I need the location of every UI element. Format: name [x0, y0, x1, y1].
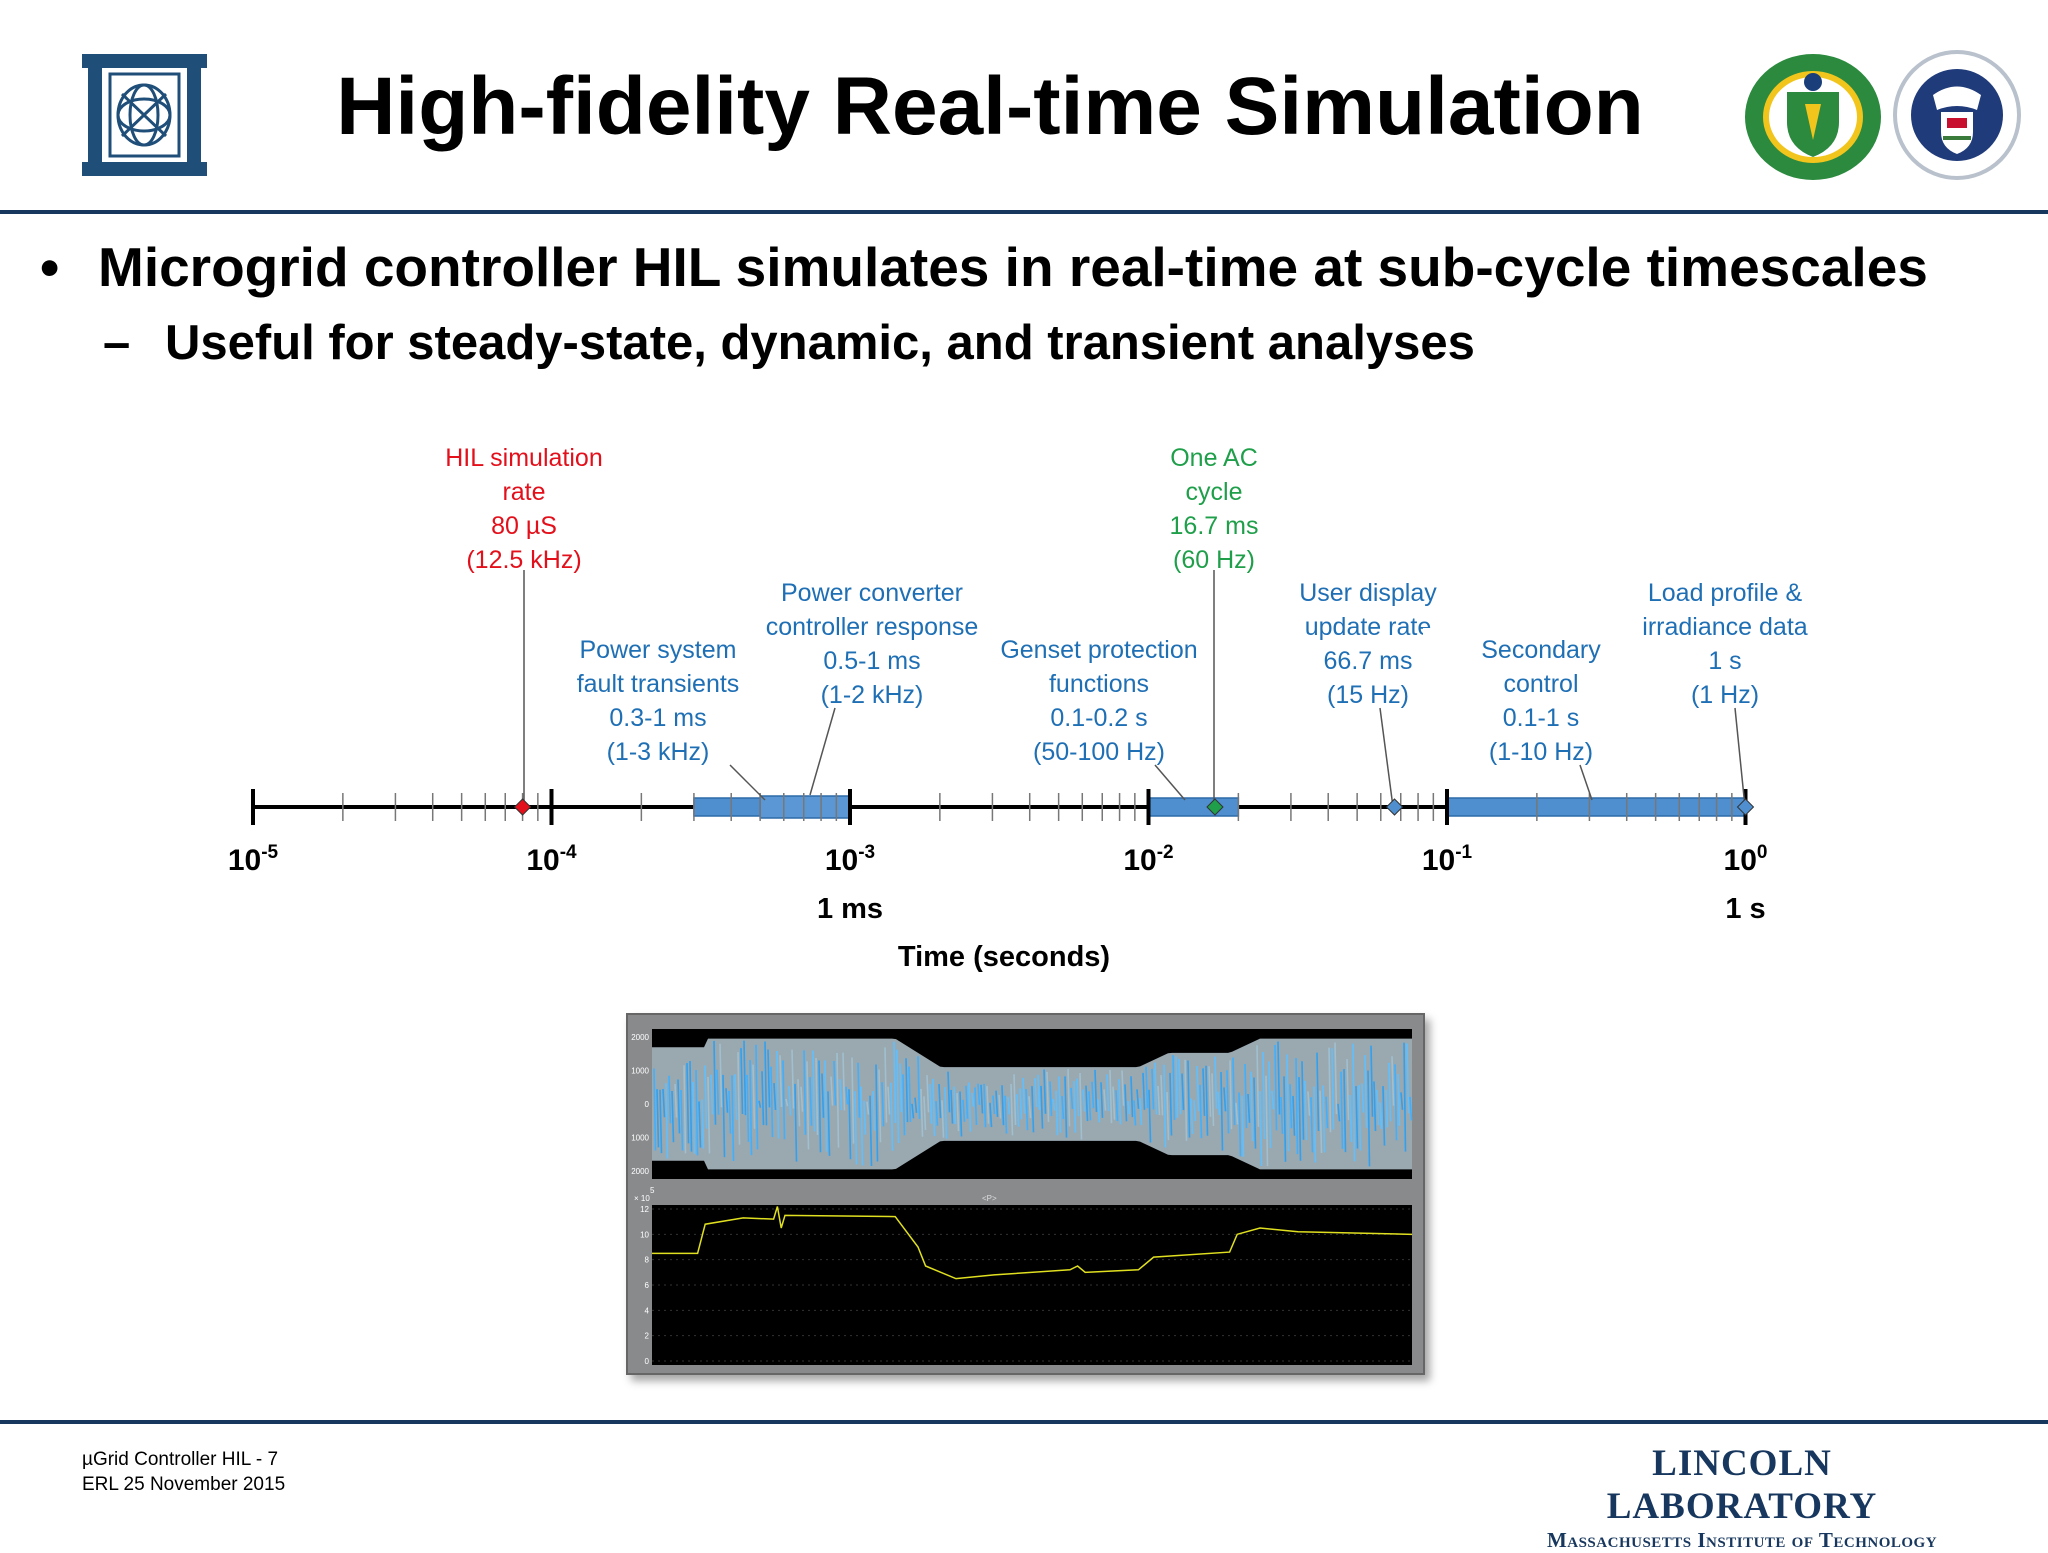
scope-top-tick: 0	[645, 1100, 650, 1109]
scope-screenshot: 2000 1000 0 1000 2000 × 105 <P> 12 10 8 6 4 2 0	[626, 1013, 1425, 1375]
annotation-line: Power system	[580, 636, 737, 664]
footer-slide-id: µGrid Controller HIL - 7	[82, 1447, 285, 1472]
tick-sublabel: 1 ms	[817, 893, 883, 925]
bullet-2-text: Useful for steady-state, dynamic, and tr…	[165, 316, 1475, 370]
footer-info: µGrid Controller HIL - 7 ERL 25 November…	[82, 1447, 285, 1497]
tick-label: 100	[1724, 842, 1768, 877]
annotation-line: Genset protection	[1000, 636, 1197, 664]
annotation-line: 0.1-0.2 s	[1050, 704, 1147, 732]
annotation-line: (1-10 Hz)	[1489, 738, 1593, 766]
annotation-line: HIL simulation	[445, 444, 602, 472]
scope-bottom-tick: 2	[645, 1332, 650, 1341]
scope-top-tick: 1000	[631, 1067, 649, 1076]
sub-bullet-marker: –	[103, 315, 165, 371]
scope-top-tick: 2000	[631, 1167, 649, 1176]
annotation-line: (1-3 kHz)	[607, 738, 710, 766]
annotation-line: 66.7 ms	[1324, 647, 1413, 675]
scope-top-tick: 1000	[631, 1134, 649, 1143]
annotation-2: Power converter controller response 0.5-1 …	[754, 571, 990, 795]
annotation-line: irradiance data	[1642, 613, 1807, 641]
marker-hil-simulation-rate	[515, 799, 531, 815]
annotation-line: (12.5 kHz)	[466, 546, 581, 574]
tick-label: 10-2	[1123, 842, 1173, 877]
bullet-2: –Useful for steady-state, dynamic, and t…	[103, 315, 1475, 371]
annotation-line: functions	[1049, 670, 1149, 698]
range-bar-secondary-control	[1447, 798, 1746, 816]
footer-rule	[0, 1420, 2048, 1424]
lab-subtitle: Massachusetts Institute of Technology	[1517, 1528, 1967, 1553]
tick-label: 10-4	[526, 842, 577, 877]
annotation-line: 16.7 ms	[1170, 512, 1259, 540]
scope-bottom-tick: 6	[645, 1281, 650, 1290]
annotation-line: rate	[502, 478, 545, 506]
annotation-line: controller response	[766, 613, 979, 641]
tick-label: 10-5	[228, 842, 279, 877]
annotation-line: 0.3-1 ms	[609, 704, 706, 732]
annotation-line: (60 Hz)	[1173, 546, 1255, 574]
annotation-line: 0.1-1 s	[1503, 704, 1579, 732]
bullet-1: •Microgrid controller HIL simulates in r…	[40, 235, 1928, 299]
annotation-line: update rate	[1305, 613, 1432, 641]
lincoln-lab-wordmark: LINCOLN LABORATORY Massachusetts Institu…	[1517, 1442, 1967, 1553]
scope-multiplier: × 10	[634, 1194, 650, 1203]
scope-bottom-tick: 12	[640, 1205, 649, 1214]
leader-line	[1735, 708, 1745, 807]
tick-label: 10-1	[1422, 842, 1473, 877]
scope-top-tick: 2000	[631, 1033, 649, 1042]
annotation-line: (50-100 Hz)	[1033, 738, 1165, 766]
lab-name: LINCOLN LABORATORY	[1517, 1442, 1967, 1528]
annotation-line: control	[1503, 670, 1578, 698]
scope-bottom-tick: 10	[640, 1230, 649, 1239]
annotation-line: 1 s	[1708, 647, 1741, 675]
annotation-line: (1 Hz)	[1691, 681, 1759, 709]
scope-bottom-tick: 8	[645, 1256, 650, 1265]
annotation-line: Power converter	[781, 579, 963, 607]
scope-bottom-title: <P>	[982, 1194, 997, 1203]
range-bar-genset-protection-functions	[1149, 798, 1239, 816]
scope-plots: 2000 1000 0 1000 2000 × 105 <P> 12 10 8 6 4 2 0	[628, 1015, 1423, 1373]
annotation-line: (1-2 kHz)	[821, 681, 924, 709]
leader-line	[810, 708, 835, 795]
scope-multiplier-exp: 5	[650, 1186, 655, 1195]
annotation-line: Secondary	[1481, 636, 1601, 664]
annotation-line: (15 Hz)	[1327, 681, 1409, 709]
annotation-line: fault transients	[577, 670, 740, 698]
bullet-marker: •	[40, 235, 98, 299]
bullet-1-text: Microgrid controller HIL simulates in re…	[98, 236, 1928, 298]
footer-date: ERL 25 November 2015	[82, 1472, 285, 1497]
annotation-line: One AC	[1170, 444, 1258, 472]
header-rule	[0, 210, 2048, 214]
annotation-1: Power system fault transients 0.3-1 ms (1-3…	[540, 628, 776, 800]
tick-sublabel: 1 s	[1725, 893, 1765, 925]
doe-seal	[1743, 52, 1883, 182]
dhs-seal	[1893, 50, 2021, 180]
annotation-line: 80 µS	[491, 512, 557, 540]
mit-ll-logo	[82, 54, 207, 176]
tick-label: 10-3	[825, 842, 875, 877]
axis-label: Time (seconds)	[898, 941, 1110, 973]
annotation-3: Genset protection functions 0.1-0.2 s (50-1…	[981, 628, 1217, 800]
slide-title: High-fidelity Real-time Simulation	[300, 60, 1680, 154]
scope-bottom-tick: 4	[645, 1306, 650, 1315]
scope-bottom-tick: 0	[645, 1357, 650, 1366]
annotation-line: Load profile &	[1648, 579, 1803, 607]
timescale-timeline: 10-5 10-4 10-3 1 ms 10-2 10-1 100 1 s Time (seco…	[0, 410, 2048, 980]
annotation-line: 0.5-1 ms	[823, 647, 920, 675]
annotation-line: User display	[1299, 579, 1437, 607]
annotation-line: cycle	[1186, 478, 1243, 506]
leader-line	[1380, 708, 1393, 807]
